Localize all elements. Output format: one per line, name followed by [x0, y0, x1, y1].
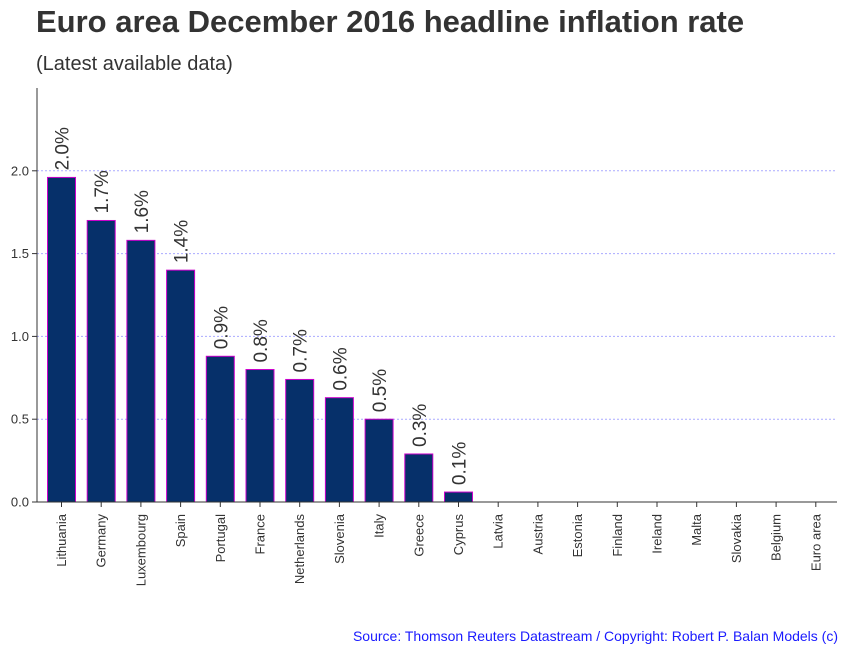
data-label: 1.6% — [132, 190, 153, 233]
x-tick-label: Belgium — [769, 514, 784, 561]
x-tick-label: France — [253, 514, 268, 554]
x-tick-label: Luxembourg — [133, 514, 148, 586]
x-tick-label: Cyprus — [451, 514, 466, 556]
y-tick-label: 1.0 — [11, 329, 29, 344]
data-label: 1.4% — [172, 220, 193, 263]
x-tick-label: Italy — [372, 514, 387, 538]
gridlines — [37, 170, 837, 420]
x-tick-label: Slovenia — [332, 513, 347, 564]
bar — [324, 397, 354, 503]
x-tick-label: Latvia — [491, 513, 506, 548]
y-tick-label: 0.0 — [11, 495, 29, 510]
data-label: 0.7% — [291, 329, 312, 372]
axes-group — [32, 88, 837, 507]
y-tick-label: 1.5 — [11, 246, 29, 261]
bar — [86, 219, 116, 503]
x-tick-label: Netherlands — [292, 514, 307, 585]
bar — [126, 239, 156, 503]
x-tick-labels: Lithuania Germany Luxembourg Spain Portugal F… — [54, 513, 823, 586]
x-tick-label: Slovakia — [729, 513, 744, 563]
x-tick-label: Portugal — [213, 514, 228, 563]
chart-title: Euro area December 2016 headline inflati… — [36, 4, 745, 39]
bar — [285, 378, 315, 503]
bar — [245, 369, 275, 503]
x-tick-label: Ireland — [650, 514, 665, 554]
x-tick-label: Lithuania — [54, 513, 69, 567]
x-tick-label: Spain — [173, 514, 188, 547]
x-tick-label: Euro area — [808, 513, 823, 571]
bar — [166, 269, 196, 503]
data-label: 0.3% — [410, 404, 431, 447]
bars-group — [47, 176, 473, 503]
x-tick-label: Finland — [610, 514, 625, 557]
data-label: 0.8% — [251, 319, 272, 362]
y-tick-label: 2.0 — [11, 163, 29, 178]
chart-subtitle: (Latest available data) — [36, 53, 233, 75]
y-tick-label: 0.5 — [11, 412, 29, 427]
data-label: 2.0% — [53, 127, 74, 170]
source-note: Source: Thomson Reuters Datastream / Cop… — [352, 628, 838, 644]
data-label: 1.7% — [92, 170, 113, 213]
bar — [404, 453, 434, 503]
x-tick-label: Germany — [94, 514, 109, 568]
data-label: 0.1% — [450, 442, 471, 485]
bar — [205, 355, 235, 503]
bar — [444, 491, 473, 503]
data-label: 0.6% — [330, 347, 351, 390]
x-tick-label: Greece — [411, 514, 426, 557]
y-tick-labels: 0.0 0.5 1.0 1.5 2.0 — [11, 163, 29, 509]
bar — [364, 418, 394, 503]
data-label: 0.5% — [370, 369, 391, 412]
x-tick-label: Estonia — [570, 513, 585, 557]
bar — [47, 176, 76, 503]
data-labels-group: 2.0% 1.7% 1.6% 1.4% 0.9% 0.8% 0.7% 0.6% 0.5% 0.3%… — [53, 127, 471, 485]
x-tick-label: Malta — [689, 513, 704, 546]
x-tick-label: Austria — [530, 513, 545, 554]
data-label: 0.9% — [211, 306, 232, 349]
